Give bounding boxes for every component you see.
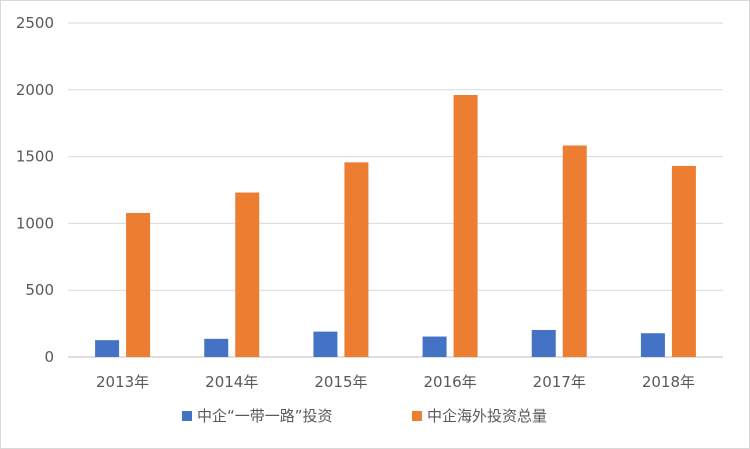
y-tick-label: 2500 — [16, 14, 54, 32]
bar-total-overseas-investment — [453, 95, 478, 357]
y-tick-label: 1500 — [16, 148, 54, 166]
bar-total-overseas-investment — [235, 192, 260, 357]
bar-belt-road-investment — [313, 331, 338, 357]
x-tick-label: 2016年 — [423, 373, 476, 391]
y-tick-label: 2000 — [16, 81, 54, 99]
bar-belt-road-investment — [95, 340, 120, 357]
bar-belt-road-investment — [640, 333, 665, 357]
bar-total-overseas-investment — [344, 162, 369, 357]
bar-total-overseas-investment — [562, 145, 587, 357]
bars — [95, 95, 696, 357]
bar-belt-road-investment — [422, 336, 447, 357]
x-tick-label: 2013年 — [96, 373, 149, 391]
y-tick-label: 0 — [44, 348, 54, 366]
legend-label: 中企海外投资总量 — [427, 407, 547, 425]
x-tick-label: 2015年 — [314, 373, 367, 391]
legend-label: 中企“一带一路”投资 — [197, 407, 333, 425]
x-tick-label: 2018年 — [642, 373, 695, 391]
x-tick-label: 2014年 — [205, 373, 258, 391]
legend-swatch — [182, 411, 192, 421]
legend-swatch — [412, 411, 422, 421]
x-axis-ticks: 2013年 2014年 2015年 2016年 2017年 2018年 — [96, 373, 695, 391]
y-tick-label: 500 — [25, 281, 54, 299]
y-tick-label: 1000 — [16, 214, 54, 232]
legend: 中企“一带一路”投资 中企海外投资总量 — [182, 407, 547, 425]
y-axis-ticks: 0 500 1000 1500 2000 2500 — [16, 14, 54, 366]
bar-belt-road-investment — [204, 338, 229, 357]
x-tick-label: 2017年 — [533, 373, 586, 391]
bar-belt-road-investment — [531, 330, 556, 357]
bar-total-overseas-investment — [126, 212, 151, 357]
gridlines — [68, 22, 723, 358]
bar-total-overseas-investment — [671, 165, 696, 357]
